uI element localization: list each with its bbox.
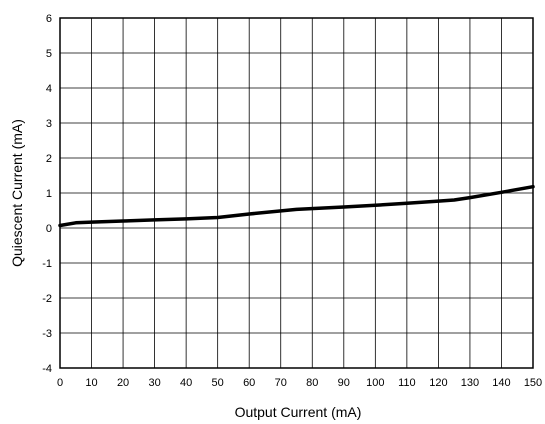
y-tick-label: -3 [42, 328, 52, 340]
plot-area-frame [59, 17, 534, 369]
y-tick-label: 1 [46, 188, 52, 200]
x-tick-label: 20 [117, 377, 129, 389]
x-axis-label: Output Current (mA) [235, 404, 362, 420]
y-tick-label: 3 [46, 118, 52, 130]
x-tick-label: 150 [524, 377, 542, 389]
x-tick-label: 80 [306, 377, 318, 389]
x-tick-labels: 0 10 20 30 40 50 60 70 80 90 100 110 120 130 140 150 [57, 377, 542, 389]
y-tick-label: 0 [46, 223, 52, 235]
x-tick-label: 30 [148, 377, 160, 389]
y-tick-label: -1 [42, 258, 52, 270]
y-axis-label: Quiescent Current (mA) [9, 119, 25, 267]
grid-lines [59, 17, 534, 369]
y-tick-label: 4 [46, 83, 52, 95]
y-tick-label: -4 [42, 363, 52, 375]
x-tick-label: 40 [180, 377, 192, 389]
x-tick-label: 0 [57, 377, 63, 389]
y-tick-label: 5 [46, 48, 52, 60]
x-tick-label: 10 [85, 377, 97, 389]
x-tick-label: 70 [275, 377, 287, 389]
y-tick-label: 2 [46, 153, 52, 165]
x-tick-label: 100 [366, 377, 384, 389]
series-line [58, 184, 535, 228]
y-tick-labels: 6 5 4 3 2 1 0 -1 -2 -3 -4 [42, 13, 52, 375]
x-tick-label: 60 [243, 377, 255, 389]
x-tick-label: 130 [461, 377, 479, 389]
x-tick-label: 90 [338, 377, 350, 389]
y-tick-label: 6 [46, 13, 52, 25]
x-tick-label: 140 [492, 377, 510, 389]
x-tick-label: 110 [398, 377, 416, 389]
y-tick-label: -2 [42, 293, 52, 305]
x-tick-label: 50 [212, 377, 224, 389]
x-tick-label: 120 [429, 377, 447, 389]
